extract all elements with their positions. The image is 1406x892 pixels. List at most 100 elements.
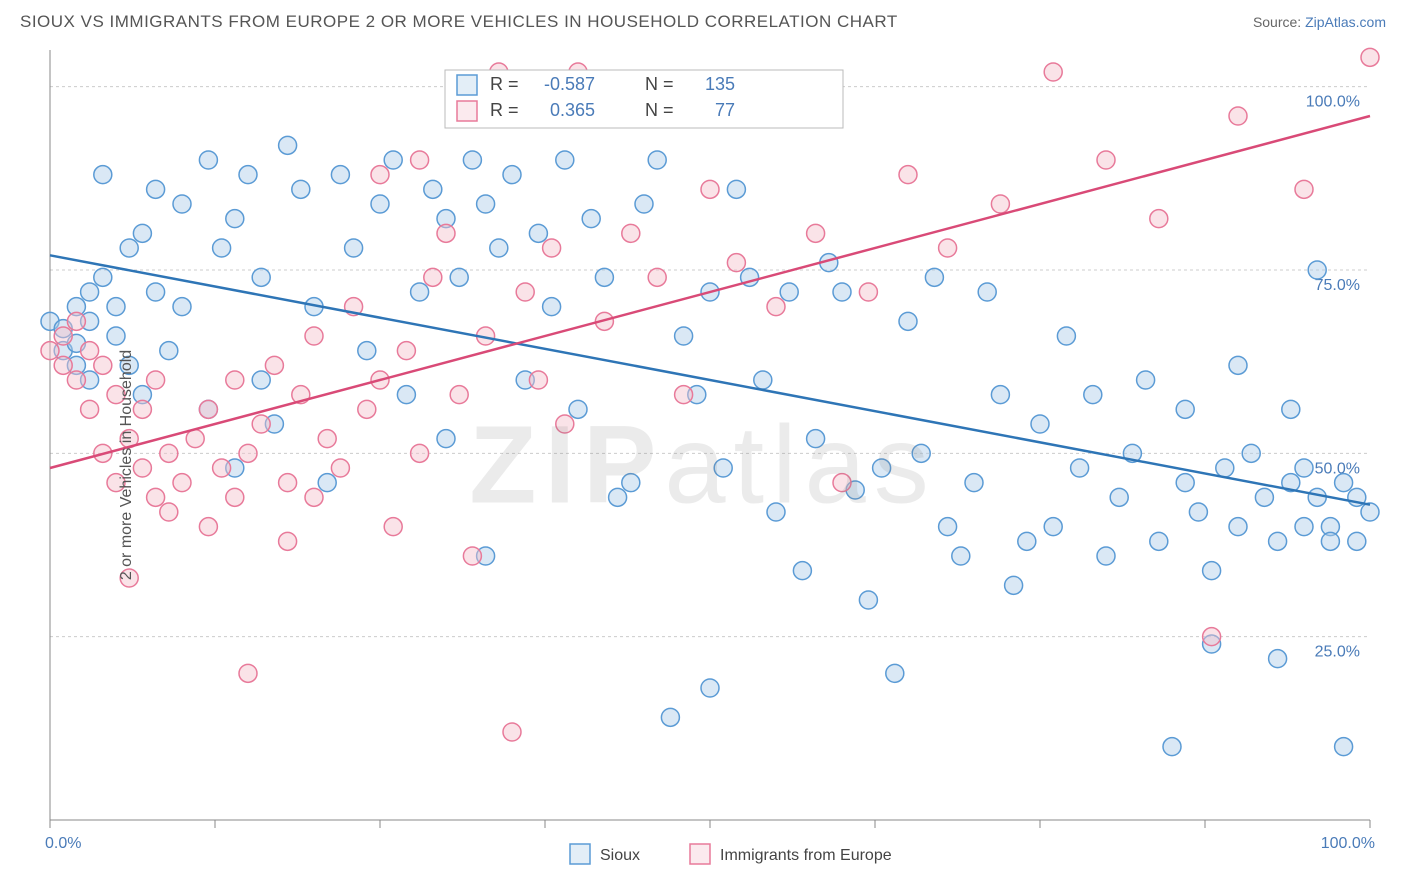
- data-point: [543, 239, 561, 257]
- stats-swatch: [457, 101, 477, 121]
- stats-r-label: R =: [490, 74, 519, 94]
- data-point: [569, 400, 587, 418]
- data-point: [1295, 180, 1313, 198]
- stats-r-value: -0.587: [544, 74, 595, 94]
- data-point: [793, 562, 811, 580]
- data-point: [859, 283, 877, 301]
- data-point: [160, 503, 178, 521]
- data-point: [279, 136, 297, 154]
- data-point: [1361, 503, 1379, 521]
- data-point: [81, 342, 99, 360]
- y-tick-label: 25.0%: [1315, 644, 1360, 661]
- data-point: [556, 151, 574, 169]
- data-point: [54, 327, 72, 345]
- data-point: [1203, 628, 1221, 646]
- data-point: [1044, 518, 1062, 536]
- data-point: [1018, 532, 1036, 550]
- data-point: [714, 459, 732, 477]
- data-point: [1031, 415, 1049, 433]
- source-link[interactable]: ZipAtlas.com: [1305, 14, 1386, 30]
- data-point: [384, 151, 402, 169]
- data-point: [81, 400, 99, 418]
- data-point: [1150, 532, 1168, 550]
- stats-n-value: 77: [715, 100, 735, 120]
- data-point: [345, 239, 363, 257]
- data-point: [1044, 63, 1062, 81]
- data-point: [147, 371, 165, 389]
- data-point: [147, 488, 165, 506]
- data-point: [1071, 459, 1089, 477]
- data-point: [173, 474, 191, 492]
- data-point: [503, 723, 521, 741]
- data-point: [780, 283, 798, 301]
- data-point: [199, 151, 217, 169]
- data-point: [661, 708, 679, 726]
- data-point: [925, 268, 943, 286]
- data-point: [94, 268, 112, 286]
- data-point: [1242, 444, 1260, 462]
- data-point: [54, 356, 72, 374]
- legend-swatch: [690, 844, 710, 864]
- data-point: [648, 268, 666, 286]
- data-point: [120, 239, 138, 257]
- stats-swatch: [457, 75, 477, 95]
- data-point: [160, 342, 178, 360]
- y-tick-label: 100.0%: [1306, 94, 1360, 111]
- data-point: [358, 342, 376, 360]
- data-point: [833, 283, 851, 301]
- data-point: [437, 224, 455, 242]
- data-point: [318, 474, 336, 492]
- data-point: [807, 430, 825, 448]
- x-tick-label: 0.0%: [45, 835, 81, 852]
- data-point: [67, 312, 85, 330]
- data-point: [226, 488, 244, 506]
- x-tick-label: 100.0%: [1321, 835, 1375, 852]
- data-point: [411, 151, 429, 169]
- data-point: [859, 591, 877, 609]
- data-point: [173, 298, 191, 316]
- title-bar: SIOUX VS IMMIGRANTS FROM EUROPE 2 OR MOR…: [0, 0, 1406, 40]
- data-point: [1150, 210, 1168, 228]
- data-point: [133, 224, 151, 242]
- data-point: [1189, 503, 1207, 521]
- data-point: [595, 268, 613, 286]
- data-point: [1097, 151, 1115, 169]
- data-point: [477, 195, 495, 213]
- data-point: [609, 488, 627, 506]
- data-point: [1005, 576, 1023, 594]
- data-point: [1229, 107, 1247, 125]
- chart-title: SIOUX VS IMMIGRANTS FROM EUROPE 2 OR MOR…: [20, 12, 898, 32]
- data-point: [1137, 371, 1155, 389]
- data-point: [81, 283, 99, 301]
- data-point: [807, 224, 825, 242]
- data-point: [173, 195, 191, 213]
- data-point: [239, 166, 257, 184]
- data-point: [767, 503, 785, 521]
- data-point: [424, 268, 442, 286]
- data-point: [1308, 261, 1326, 279]
- data-point: [160, 444, 178, 462]
- data-point: [1255, 488, 1273, 506]
- data-point: [463, 547, 481, 565]
- data-point: [1216, 459, 1234, 477]
- data-point: [1335, 738, 1353, 756]
- data-point: [1229, 518, 1247, 536]
- data-point: [1295, 518, 1313, 536]
- data-point: [305, 488, 323, 506]
- data-point: [199, 400, 217, 418]
- data-point: [94, 166, 112, 184]
- data-point: [1321, 532, 1339, 550]
- data-point: [331, 166, 349, 184]
- data-point: [529, 371, 547, 389]
- data-point: [318, 430, 336, 448]
- data-point: [503, 166, 521, 184]
- data-point: [1295, 459, 1313, 477]
- data-point: [265, 356, 283, 374]
- data-point: [675, 327, 693, 345]
- legend-swatch: [570, 844, 590, 864]
- data-point: [292, 180, 310, 198]
- chart-container: 2 or more Vehicles in Household ZIPatlas…: [0, 40, 1406, 890]
- data-point: [727, 180, 745, 198]
- data-point: [424, 180, 442, 198]
- data-point: [912, 444, 930, 462]
